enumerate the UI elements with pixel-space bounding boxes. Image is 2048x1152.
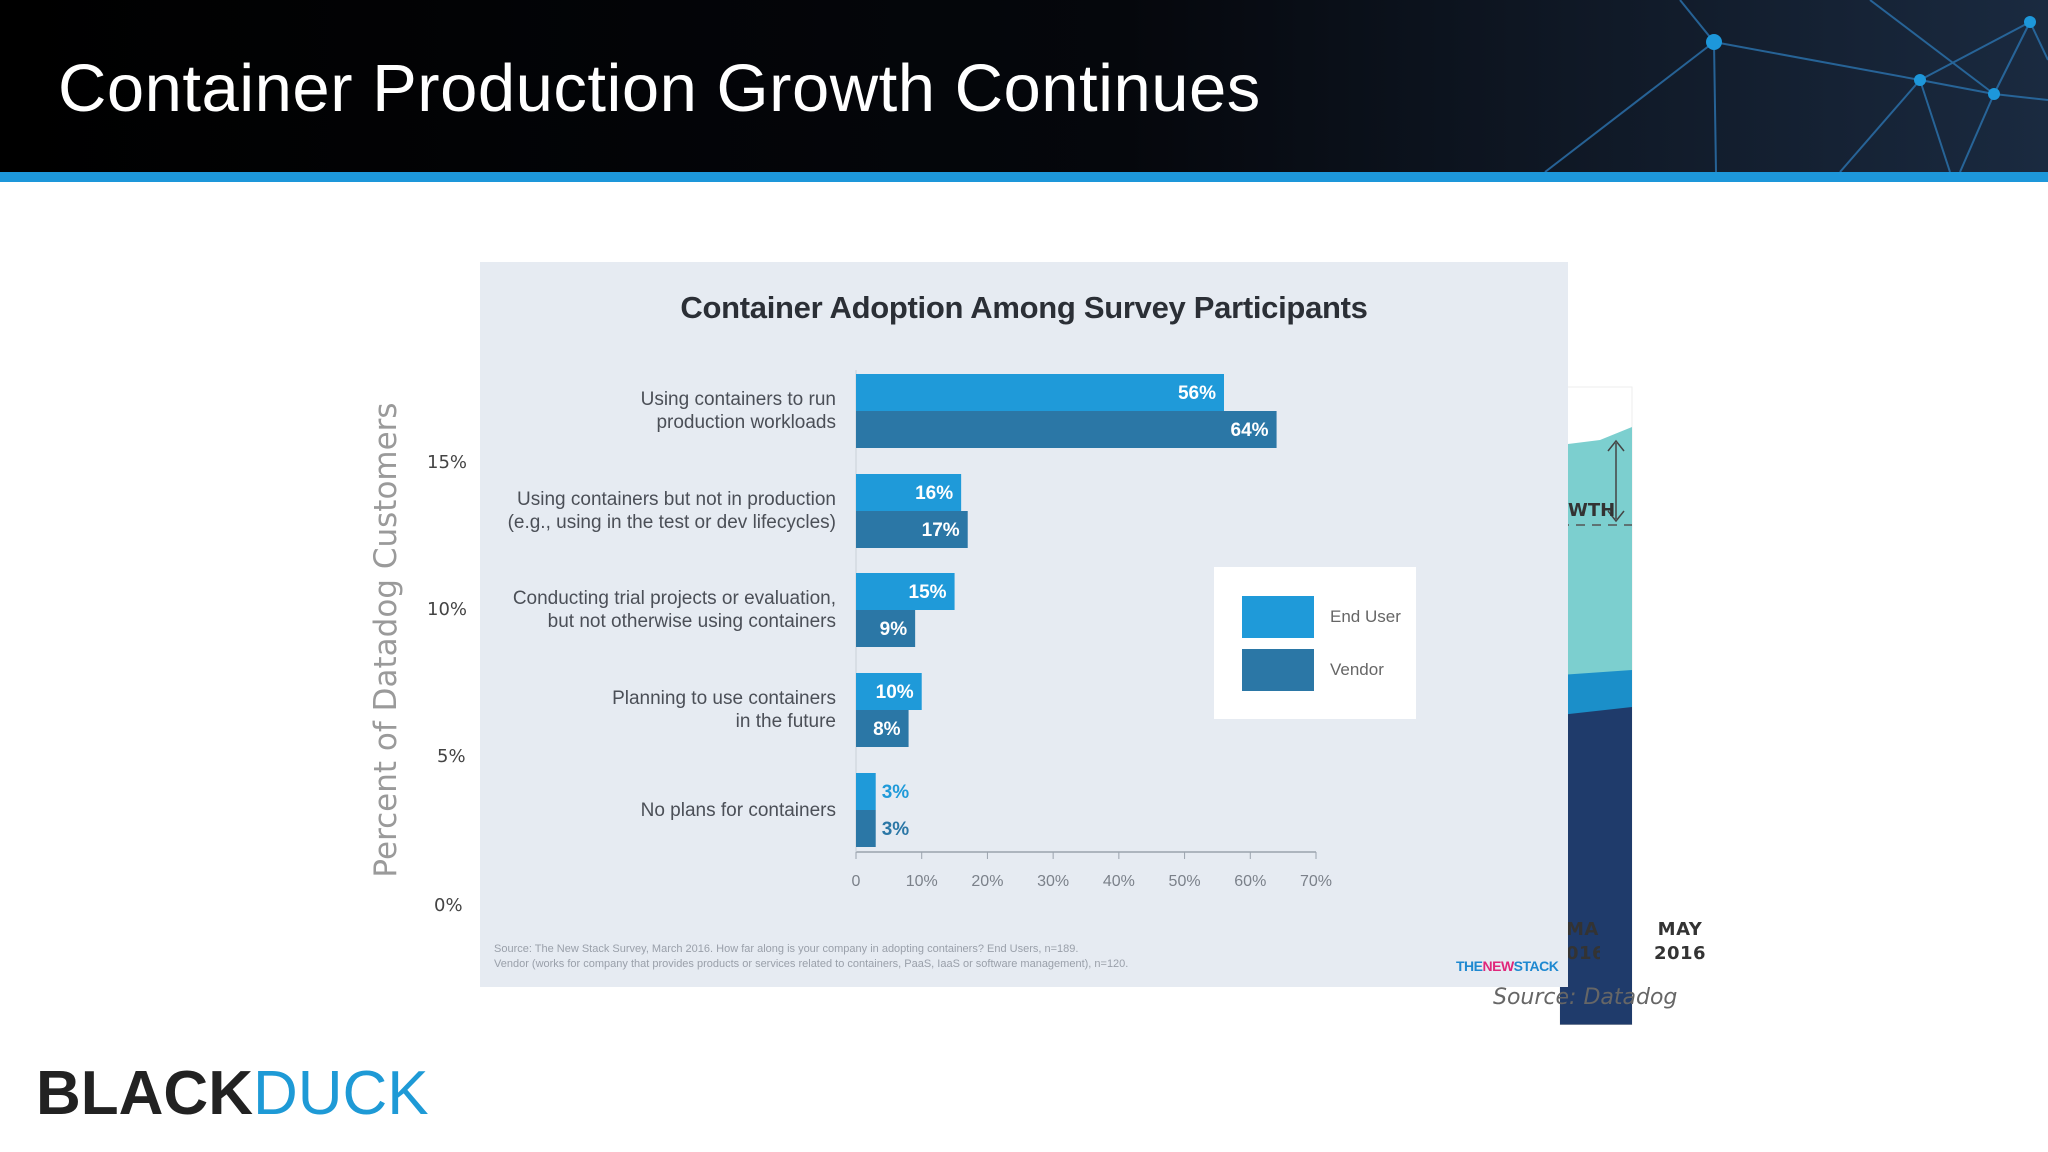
- legend-label: End User: [1330, 607, 1401, 626]
- survey-source-note: Source: The New Stack Survey, March 2016…: [494, 943, 1129, 970]
- bar-vendor: [856, 610, 916, 647]
- bar-vendor: [856, 810, 876, 847]
- data-label: 8%: [873, 719, 901, 740]
- chart-legend: End User Vendor: [1214, 567, 1416, 719]
- data-label: 56%: [1178, 383, 1216, 404]
- datadog-area-chart: [1559, 386, 1633, 1025]
- category-label: Using containers but not in production (e…: [507, 489, 836, 533]
- slide-header: Container Production Growth Continues: [0, 0, 2048, 172]
- dd-source: Source: Datadog: [1493, 985, 1678, 1010]
- x-tick-label: 60%: [1234, 873, 1266, 890]
- dd-growth-annotation: WTH: [1568, 500, 1616, 521]
- legend-label: Vendor: [1330, 660, 1384, 679]
- dd-y-axis-label: Percent of Datadog Customers: [368, 402, 404, 878]
- data-label: 16%: [915, 483, 953, 504]
- survey-chart-panel: Container Adoption Among Survey Particip…: [480, 262, 1568, 987]
- data-label: 64%: [1231, 420, 1269, 441]
- x-tick-label: 0: [852, 873, 861, 890]
- bar-end-user: [856, 374, 1224, 411]
- survey-bar-chart: 0 10% 20% 30% 40% 50% 60% 70% 56% 16% 15% 10% 3% 64% 1…: [852, 370, 1332, 890]
- category-label: Planning to use containers in the future: [612, 688, 836, 732]
- x-tick-label: 20%: [971, 873, 1003, 890]
- dd-ytick: 10%: [427, 599, 468, 620]
- data-label: 17%: [922, 520, 960, 541]
- x-tick-label: 40%: [1103, 873, 1135, 890]
- x-tick-label: 50%: [1169, 873, 1201, 890]
- legend-swatch-vendor: [1242, 649, 1314, 691]
- data-label: 3%: [882, 819, 910, 840]
- category-label: No plans for containers: [640, 799, 836, 821]
- bar-end-user: [856, 673, 922, 710]
- bar-end-user: [856, 773, 876, 810]
- data-label: 10%: [876, 682, 914, 703]
- data-label: 9%: [880, 619, 908, 640]
- the-new-stack-logo: THENEWSTACK: [1456, 958, 1559, 974]
- category-label: Using containers to run production worklo…: [640, 389, 836, 433]
- dd-area-dark: [1560, 707, 1632, 1025]
- data-label: 3%: [882, 782, 910, 803]
- bar-vendor: [856, 411, 1277, 448]
- dd-ytick: 0%: [434, 895, 463, 916]
- bar-end-user: [856, 573, 955, 610]
- bar-vendor: [856, 710, 909, 747]
- dd-ytick: 15%: [427, 452, 468, 473]
- network-graphic: [0, 0, 2048, 172]
- dd-xtick: MAY 2016: [1653, 919, 1707, 964]
- header-accent-stripe: [0, 172, 2048, 182]
- x-tick-label: 30%: [1037, 873, 1069, 890]
- x-tick-label: 10%: [906, 873, 938, 890]
- slide-title: Container Production Growth Continues: [58, 51, 1261, 126]
- dd-xtick: MAR 016: [1566, 919, 1600, 964]
- chart-title: Container Adoption Among Survey Particip…: [680, 290, 1368, 325]
- dd-growth-arrow: [1607, 439, 1625, 523]
- x-tick-label: 70%: [1300, 873, 1332, 890]
- blackduck-logo: BLACKDUCK: [36, 1059, 429, 1128]
- category-label: Conducting trial projects or evaluation,…: [512, 588, 836, 632]
- bar-vendor: [856, 511, 968, 548]
- bar-end-user: [856, 474, 962, 511]
- dd-ytick: 5%: [437, 746, 466, 767]
- legend-swatch-end-user: [1242, 596, 1314, 638]
- data-label: 15%: [909, 582, 947, 603]
